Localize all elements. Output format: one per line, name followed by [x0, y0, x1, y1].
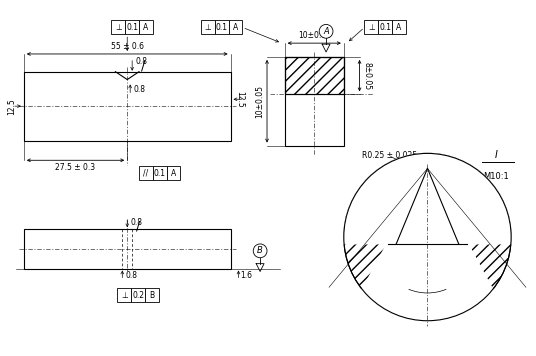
- Text: 45°±2°: 45°±2°: [413, 266, 442, 274]
- Bar: [364, 21, 378, 34]
- Text: 0.8: 0.8: [133, 85, 145, 94]
- Bar: [111, 21, 125, 34]
- Text: B: B: [150, 290, 154, 300]
- Bar: [117, 288, 131, 302]
- Text: 0.1: 0.1: [154, 169, 166, 178]
- Bar: [285, 57, 344, 146]
- Text: R0.25 ± 0.025: R0.25 ± 0.025: [361, 151, 416, 160]
- Bar: [125, 21, 139, 34]
- Text: 0.8: 0.8: [130, 218, 142, 227]
- Text: 12.5: 12.5: [8, 98, 17, 115]
- Text: M10:1: M10:1: [483, 172, 509, 181]
- Text: B: B: [257, 246, 263, 255]
- Text: 0.8: 0.8: [125, 271, 137, 280]
- Text: 10±0.05: 10±0.05: [298, 31, 331, 40]
- Text: ⊥: ⊥: [115, 23, 122, 32]
- Text: 1.6: 1.6: [241, 271, 252, 280]
- Text: 8±0.05: 8±0.05: [362, 62, 371, 90]
- Text: A: A: [396, 23, 401, 32]
- Text: A: A: [233, 23, 238, 32]
- Text: /: /: [141, 59, 145, 72]
- Text: 0.2: 0.2: [132, 290, 144, 300]
- Text: 0.1: 0.1: [215, 23, 228, 32]
- Text: 225°±1°: 225°±1°: [452, 298, 486, 307]
- Circle shape: [253, 244, 267, 258]
- Text: 27.5 ± 0.3: 27.5 ± 0.3: [56, 163, 95, 172]
- Text: //: //: [143, 169, 148, 178]
- Bar: [378, 21, 392, 34]
- Bar: [167, 166, 181, 180]
- Bar: [285, 57, 344, 94]
- Bar: [145, 288, 159, 302]
- Bar: [131, 288, 145, 302]
- Bar: [201, 21, 215, 34]
- Text: ⊥: ⊥: [205, 23, 211, 32]
- Text: 0.1: 0.1: [379, 23, 391, 32]
- Text: 0.1: 0.1: [126, 23, 138, 32]
- Polygon shape: [334, 167, 521, 340]
- Bar: [392, 21, 406, 34]
- Text: /: /: [136, 220, 140, 233]
- Bar: [215, 21, 229, 34]
- Bar: [24, 72, 230, 141]
- Text: 225°±1°: 225°±1°: [369, 298, 403, 307]
- Polygon shape: [344, 153, 511, 244]
- Text: 55 ± 0.6: 55 ± 0.6: [111, 42, 144, 51]
- Text: A: A: [171, 169, 176, 178]
- Bar: [285, 57, 344, 94]
- Circle shape: [319, 25, 333, 38]
- Text: 10±0.05: 10±0.05: [255, 85, 264, 118]
- Bar: [139, 21, 153, 34]
- Text: ⊥: ⊥: [368, 23, 375, 32]
- Text: 12.5: 12.5: [235, 91, 244, 108]
- Text: I: I: [495, 150, 498, 160]
- Text: A: A: [143, 23, 148, 32]
- Text: A: A: [323, 27, 329, 36]
- Bar: [229, 21, 242, 34]
- Bar: [139, 166, 153, 180]
- Bar: [24, 229, 230, 268]
- Bar: [153, 166, 167, 180]
- Text: ⊥: ⊥: [121, 290, 128, 300]
- Text: 0.8: 0.8: [135, 57, 147, 66]
